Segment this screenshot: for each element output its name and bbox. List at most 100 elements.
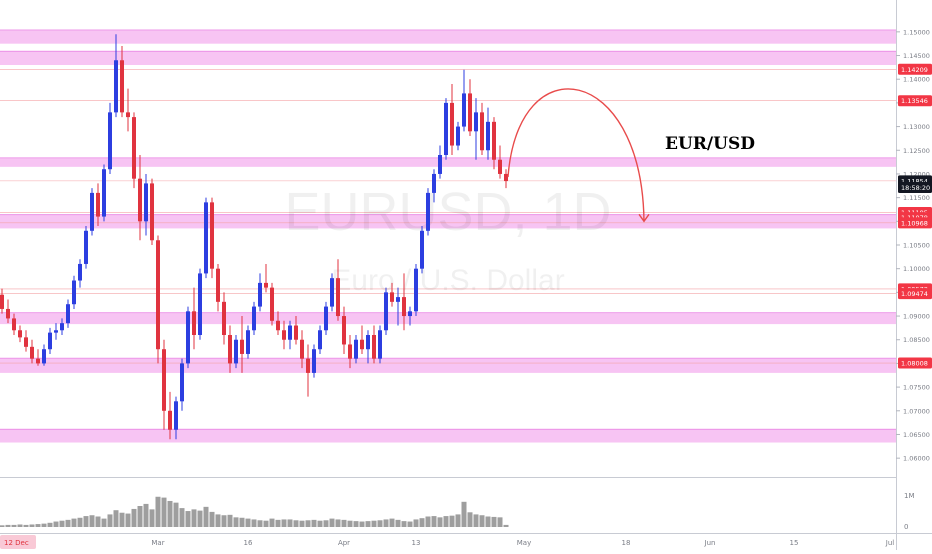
volume-bar xyxy=(461,501,467,527)
watermark-description: Euro / U.S. Dollar xyxy=(331,264,564,297)
candle-body xyxy=(78,263,82,281)
volume-bar xyxy=(41,523,47,527)
candle-bullish xyxy=(366,330,370,364)
candle-bullish xyxy=(462,69,466,132)
time-axis[interactable]: 12 Dec Mar16Apr13May18Jun15Jul13Aug17Sep… xyxy=(0,535,932,549)
candle-body xyxy=(312,349,316,373)
candle-body xyxy=(132,117,136,179)
volume-bar xyxy=(431,516,437,527)
candle-bullish xyxy=(426,188,430,236)
candle-body xyxy=(384,292,388,331)
time-axis-start-label: 12 Dec xyxy=(4,539,29,547)
candle-body xyxy=(192,311,196,335)
time-axis-tick: Mar xyxy=(151,539,164,547)
price-badge-label: 1.13546 xyxy=(901,97,928,105)
annotation-label: EUR/USD xyxy=(665,134,755,154)
candle-bullish xyxy=(108,102,112,174)
candle-body xyxy=(486,121,490,151)
candle-bearish xyxy=(264,263,268,293)
price-badge-label: 1.08008 xyxy=(901,360,928,368)
zone-band xyxy=(0,214,896,229)
candle-body xyxy=(396,297,400,302)
volume-bar xyxy=(329,518,335,527)
candle-bullish xyxy=(486,107,490,160)
price-axis-tick: 1.06000 xyxy=(903,455,930,463)
volume-bar xyxy=(443,516,449,527)
price-axis-tick: 1.07500 xyxy=(903,384,930,392)
volume-bar xyxy=(179,508,185,527)
volume-bar xyxy=(317,520,323,527)
candle-body xyxy=(492,121,496,160)
price-axis-tick: 1.14500 xyxy=(903,52,930,60)
candle-body xyxy=(66,304,70,324)
zone-band xyxy=(0,29,896,44)
volume-bar xyxy=(341,519,347,527)
volume-bar xyxy=(395,519,401,527)
candle-bullish xyxy=(354,335,358,364)
volume-bar xyxy=(353,521,359,527)
price-axis-tick: 1.11500 xyxy=(903,194,930,202)
candle-body xyxy=(354,339,358,359)
candle-bearish xyxy=(270,282,274,326)
candle-bearish xyxy=(36,349,40,366)
volume-bar xyxy=(17,524,23,527)
candle-bearish xyxy=(450,83,454,155)
candle-bearish xyxy=(402,273,406,331)
price-axis-tick: 1.14000 xyxy=(903,76,930,84)
candles xyxy=(0,34,508,440)
candle-bearish xyxy=(492,117,496,170)
volume-bar xyxy=(53,521,59,527)
volume-bar xyxy=(293,520,299,527)
candle-bearish xyxy=(162,339,166,430)
volume-bar xyxy=(299,520,305,527)
volume-bar xyxy=(257,520,263,527)
volume-bar xyxy=(95,516,101,527)
candle-body xyxy=(120,60,124,113)
volume-bar xyxy=(479,515,485,527)
candle-bullish xyxy=(54,323,58,340)
price-badge xyxy=(898,63,932,75)
candle-body xyxy=(84,230,88,264)
candle-body xyxy=(18,330,22,338)
price-badge-label: 18:58:20 xyxy=(901,184,930,192)
candle-body xyxy=(330,278,334,307)
volume-bar xyxy=(287,519,293,527)
candle-body xyxy=(108,112,112,170)
candle-body xyxy=(168,410,172,430)
volume-bar xyxy=(107,514,113,527)
candle-body xyxy=(90,192,94,231)
zone-band xyxy=(0,157,896,167)
volume-axis-tick-1m: 1M xyxy=(904,492,915,500)
candle-bullish xyxy=(48,327,52,354)
candle-bullish xyxy=(78,259,82,288)
volume-bar xyxy=(35,524,41,527)
price-badge xyxy=(898,288,932,300)
volume-bar xyxy=(371,520,377,527)
volume-bar xyxy=(449,515,455,527)
volume-bar xyxy=(173,502,179,527)
volume-bar xyxy=(77,517,83,527)
price-axis-tick: 1.09000 xyxy=(903,313,930,321)
candle-body xyxy=(228,335,232,364)
candle-body xyxy=(42,349,46,364)
zone-band xyxy=(0,312,896,325)
candle-body xyxy=(210,202,214,269)
volume-bar xyxy=(155,496,161,527)
candle-bullish xyxy=(60,318,64,335)
watermark: EURUSD, 1D Euro / U.S. Dollar xyxy=(284,182,611,297)
candle-bearish xyxy=(228,325,232,373)
volume-bar xyxy=(131,508,137,527)
candle-body xyxy=(420,230,424,269)
price-axis[interactable]: 1.150001.145001.140001.135001.130001.125… xyxy=(896,28,932,463)
volume-bar xyxy=(251,519,257,527)
price-badge-label: 1.14209 xyxy=(901,66,928,74)
candle-body xyxy=(222,301,226,335)
candle-bearish xyxy=(192,287,196,350)
volume-bar xyxy=(119,512,125,527)
candle-bearish xyxy=(468,79,472,137)
volume-bar xyxy=(383,519,389,527)
candle-bullish xyxy=(474,98,478,160)
candle-bullish xyxy=(324,301,328,335)
